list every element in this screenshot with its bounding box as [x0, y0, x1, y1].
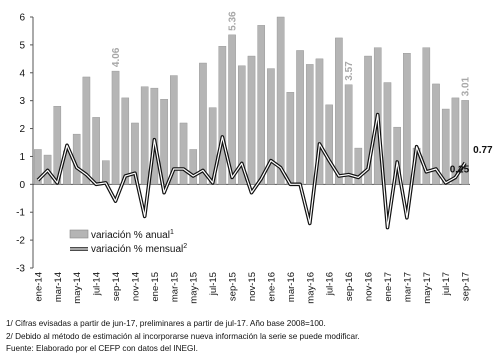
annual-bar [344, 84, 353, 185]
annual-bar [111, 70, 120, 185]
y-tick-label: 5 [19, 40, 25, 51]
source-note: Fuente: Elaborado por el CEFP con datos … [6, 344, 198, 353]
annual-bar [140, 86, 149, 185]
y-tick-label: 1 [19, 152, 25, 163]
annual-bar [296, 50, 304, 185]
x-tick-label: ene-15 [150, 272, 161, 302]
x-tick-label: sep-15 [228, 272, 239, 301]
x-tick-label: sep-14 [111, 272, 122, 301]
annual-bar [131, 122, 139, 185]
annual-bar [286, 92, 295, 185]
annual-value-label: 3.57 [344, 61, 355, 81]
annual-bar [354, 147, 363, 185]
annual-bar [257, 25, 266, 185]
annual-bar [325, 104, 333, 185]
annual-bar [82, 76, 91, 185]
x-tick-label: sep-17 [461, 272, 472, 301]
annual-bars [34, 16, 469, 185]
footnote-2: 2/ Debido al método de estimación al inc… [6, 331, 360, 341]
annual-bar [335, 37, 343, 185]
plot-area: -3 -2 -1 0 1 2 3 4 5 6 4.06 5.36 3.57 3.01 0.250.77 e… [16, 11, 493, 304]
footnote-1: 1/ Cifras evisadas a partir de jun-17, p… [6, 319, 326, 328]
x-tick-label: nov-14 [130, 272, 141, 301]
legend-label-monthly: variación % mensual2 [91, 243, 187, 255]
monthly-line-core [37, 113, 466, 229]
x-tick-labels: ene-14 mar-14 may-14 jul-14 sep-14 nov-14 ene-… [33, 272, 471, 304]
annual-bar [305, 64, 314, 185]
y-tick-label: -3 [16, 264, 25, 275]
annual-bar [34, 149, 42, 185]
annual-bar [179, 122, 188, 185]
legend-label-annual: variación % anual1 [91, 229, 174, 241]
annual-bar [422, 47, 431, 185]
annual-bar [92, 117, 100, 185]
x-tick-label: nov-15 [247, 272, 258, 301]
x-tick-label: may-15 [189, 272, 200, 304]
annual-bar [364, 55, 372, 185]
annual-bar [121, 97, 130, 185]
annual-bar [150, 87, 159, 185]
x-tick-label: jul-17 [441, 272, 452, 296]
x-tick-label: ene-16 [266, 272, 277, 302]
footnotes: 1/ Cifras evisadas a partir de jun-17, p… [6, 318, 486, 356]
x-tick-label: sep-16 [344, 272, 355, 301]
y-tick-label: -2 [16, 236, 25, 247]
annual-bar [461, 100, 469, 185]
annual-bar [102, 160, 110, 185]
annual-bar [451, 97, 460, 185]
annual-bar [267, 68, 275, 185]
x-tick-label: mar-16 [286, 272, 297, 302]
annual-bar [276, 16, 285, 185]
annual-bar [383, 82, 392, 185]
monthly-value-label: 0.25 [450, 164, 470, 175]
annual-bar [218, 46, 227, 185]
y-tick-label: 0 [19, 180, 25, 191]
y-tick-label: 6 [19, 13, 25, 24]
annual-value-label: 4.06 [111, 47, 122, 67]
data-annotations: 4.06 5.36 3.57 3.01 0.250.77 [111, 11, 493, 175]
annual-bar [247, 55, 256, 185]
x-tick-label: may-17 [422, 272, 433, 304]
legend-swatch-annual [69, 229, 89, 239]
y-tick-label: -1 [16, 208, 25, 219]
annual-bar [432, 83, 440, 185]
x-tick-label: jul-14 [92, 272, 103, 296]
annual-bar [228, 34, 236, 185]
x-tick-label: may-14 [72, 272, 83, 304]
x-tick-label: mar-15 [169, 272, 180, 302]
x-tick-label: ene-17 [383, 272, 394, 302]
x-tick-label: mar-17 [402, 272, 413, 302]
annual-bar [199, 62, 207, 185]
legend: variación % anual1 variación % mensual2 [69, 229, 187, 255]
monthly-value-label: 0.77 [473, 145, 493, 156]
x-tick-label: jul-16 [325, 272, 336, 296]
x-tick-label: may-16 [305, 272, 316, 304]
chart: -3 -2 -1 0 1 2 3 4 5 6 4.06 5.36 3.57 3.01 0.250.77 e… [16, 11, 493, 304]
x-tick-label: nov-16 [364, 272, 375, 301]
y-tick-label: 4 [19, 68, 25, 79]
annual-bar [403, 53, 411, 185]
x-tick-label: jul-15 [208, 272, 219, 296]
x-tick-label: mar-14 [53, 272, 64, 302]
annual-bar [170, 75, 178, 185]
y-tick-labels: -3 -2 -1 0 1 2 3 4 5 6 [16, 13, 33, 275]
annual-bar [237, 65, 246, 185]
annual-bar [315, 58, 324, 185]
x-tick-label: ene-14 [33, 272, 44, 302]
annual-value-label: 5.36 [228, 11, 239, 31]
y-tick-label: 3 [19, 96, 25, 107]
annual-value-label: 3.01 [461, 76, 472, 96]
monthly-line [36, 112, 467, 230]
y-tick-label: 2 [19, 124, 25, 135]
annual-bar [189, 149, 198, 185]
annual-bar [393, 126, 401, 185]
annual-bar [441, 108, 450, 185]
